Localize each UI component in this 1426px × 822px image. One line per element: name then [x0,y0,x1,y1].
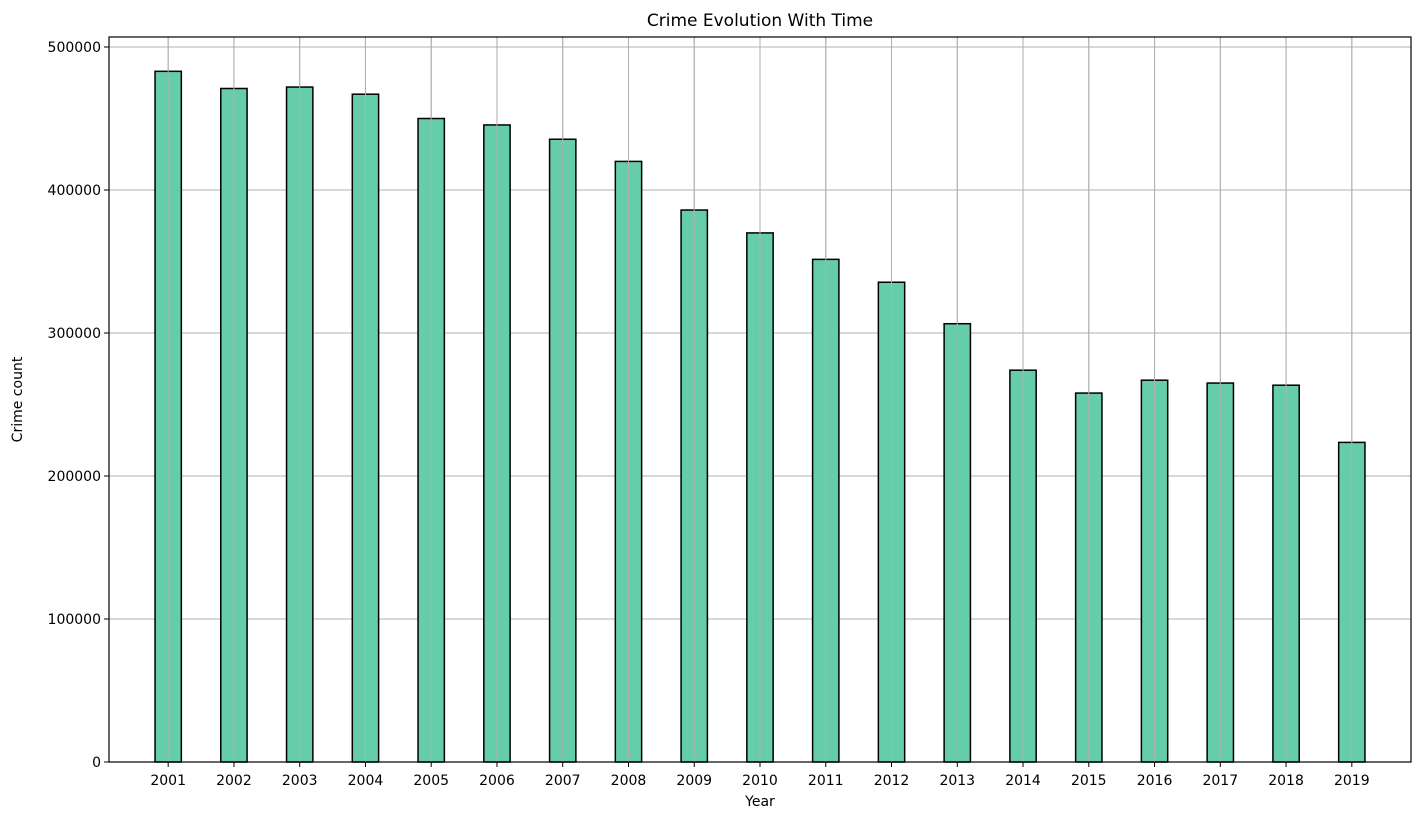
x-tick-label: 2011 [808,773,844,789]
y-tick-label: 500000 [48,40,101,56]
x-tick-label: 2014 [1005,773,1041,789]
x-tick-label: 2007 [545,773,581,789]
y-axis-ticks: 0 100000 200000 300000 400000 500000 [48,40,109,771]
y-tick-label: 400000 [48,183,101,199]
x-tick-label: 2016 [1137,773,1173,789]
x-tick-label: 2005 [413,773,449,789]
y-axis-title: Crime count [10,356,26,442]
x-tick-label: 2013 [939,773,975,789]
x-tick-label: 2015 [1071,773,1107,789]
x-tick-label: 2003 [282,773,318,789]
x-tick-label: 2006 [479,773,515,789]
y-tick-label: 200000 [48,469,101,485]
x-tick-label: 2001 [150,773,186,789]
x-tick-label: 2018 [1268,773,1304,789]
x-tick-label: 2004 [348,773,384,789]
x-tick-label: 2010 [742,773,778,789]
x-axis-ticks: 2001 2002 2003 2004 2005 2006 2007 2008 2009 2010… [150,762,1370,789]
x-tick-label: 2012 [874,773,910,789]
x-tick-label: 2017 [1202,773,1238,789]
x-tick-label: 2008 [611,773,647,789]
y-tick-label: 100000 [48,612,101,628]
y-tick-label: 0 [92,755,101,771]
chart-title: Crime Evolution With Time [647,11,873,31]
x-tick-label: 2019 [1334,773,1370,789]
bars [154,37,1366,763]
x-axis-title: Year [744,794,775,810]
x-tick-label: 2009 [676,773,712,789]
y-tick-label: 300000 [48,326,101,342]
x-tick-label: 2002 [216,773,252,789]
